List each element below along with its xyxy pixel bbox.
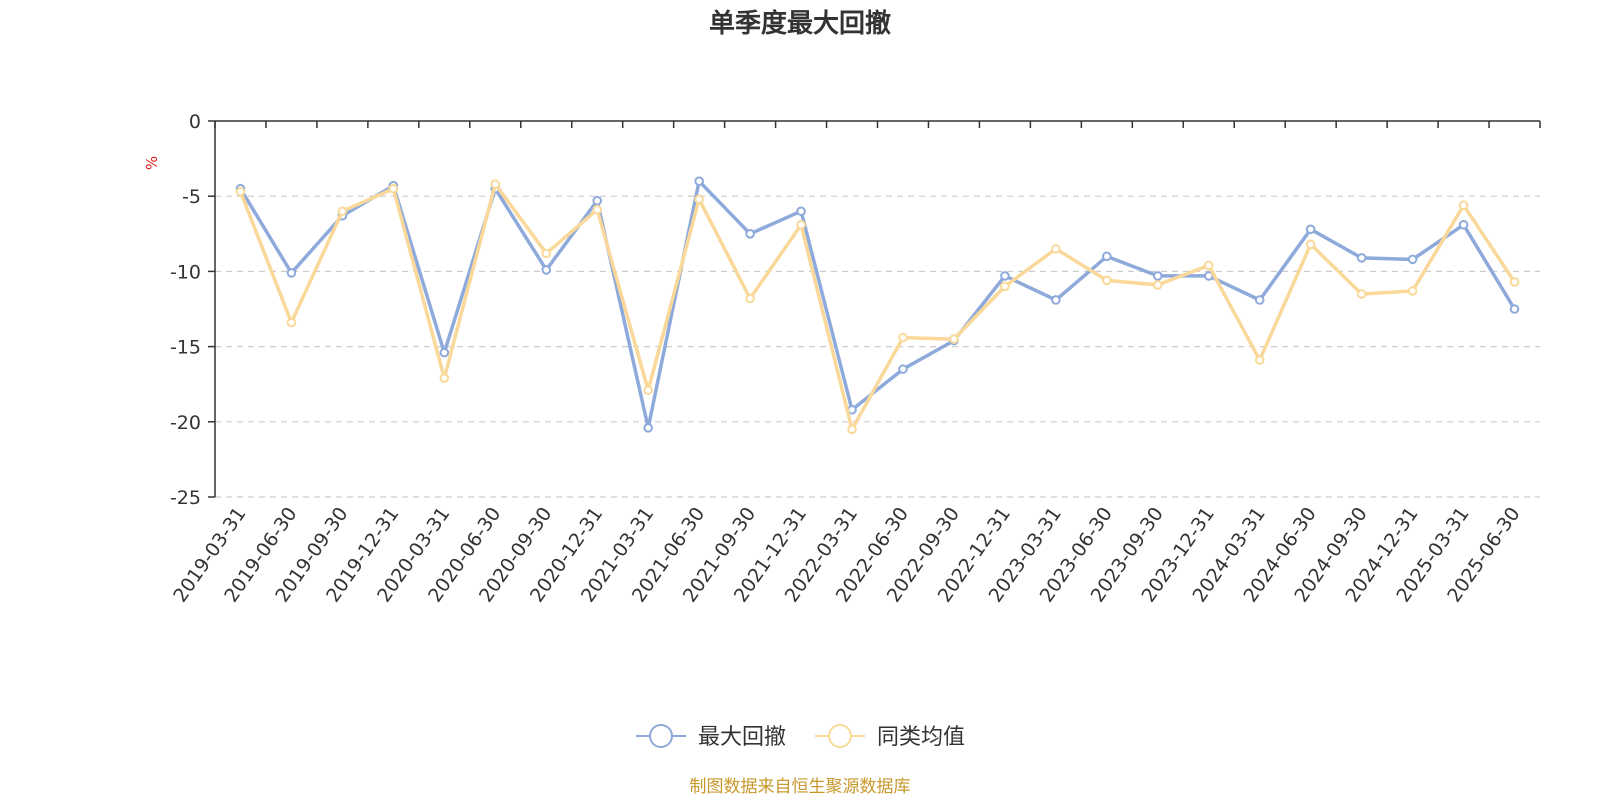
y-tick-label: -20 bbox=[170, 412, 201, 434]
chart-title: 单季度最大回撤 bbox=[709, 8, 891, 39]
legend-label-2: 同类均值 bbox=[877, 725, 965, 750]
series-1-point bbox=[439, 347, 450, 358]
series-layer bbox=[235, 176, 1520, 435]
y-tick-label: -25 bbox=[170, 487, 201, 509]
series-2-point bbox=[694, 194, 704, 205]
series-2-point bbox=[439, 373, 450, 383]
y-unit-label: % bbox=[143, 156, 161, 170]
series-2-point bbox=[1305, 239, 1316, 250]
legend-label-1: 最大回撤 bbox=[698, 725, 786, 750]
series-1-point bbox=[1407, 254, 1418, 265]
series-1-point bbox=[592, 195, 603, 206]
series-2-point bbox=[1407, 286, 1418, 296]
series-1-point bbox=[286, 268, 297, 278]
series-2-point bbox=[1000, 281, 1010, 292]
series-1-point bbox=[1305, 224, 1316, 235]
series-2-point bbox=[796, 219, 806, 230]
axes bbox=[214, 120, 1540, 497]
y-tick-label: -5 bbox=[182, 186, 201, 208]
series-2-point bbox=[643, 385, 653, 396]
series-1-point bbox=[1254, 295, 1265, 305]
series-1-point bbox=[1102, 251, 1112, 262]
series-2-point bbox=[286, 317, 297, 328]
series-2-point bbox=[1102, 275, 1112, 286]
series-2-point bbox=[949, 334, 959, 344]
series-1-point bbox=[898, 364, 908, 374]
y-tick-label: -10 bbox=[170, 261, 201, 283]
grid-lines bbox=[215, 195, 1540, 498]
y-tick-label: 0 bbox=[189, 111, 201, 133]
series-2-point bbox=[1356, 289, 1367, 299]
series-1-point bbox=[1051, 295, 1061, 305]
series-line-1 bbox=[239, 179, 1516, 430]
series-2-point bbox=[1152, 280, 1163, 290]
series-2-point bbox=[235, 186, 246, 197]
series-1-point bbox=[745, 229, 755, 239]
series-1-point bbox=[1458, 219, 1469, 230]
legend-marker-1 bbox=[649, 724, 673, 748]
series-1-point bbox=[694, 176, 704, 186]
y-tick-label: -15 bbox=[170, 337, 201, 359]
series-2-point bbox=[541, 248, 552, 259]
series-1-point bbox=[1152, 271, 1163, 281]
series-2-point bbox=[592, 204, 603, 215]
series-1-point bbox=[541, 265, 552, 275]
series-2-point bbox=[745, 293, 755, 304]
series-1-point bbox=[796, 206, 806, 217]
x-axis-ticks: 2019-03-312019-06-302019-09-302019-12-31… bbox=[169, 121, 1541, 606]
legend-marker-2 bbox=[828, 724, 852, 748]
y-axis-ticks: 0 -5 -10 -15 -20 -25 bbox=[170, 111, 215, 509]
series-2-point bbox=[898, 332, 908, 343]
series-1-point bbox=[1000, 271, 1010, 281]
series-1-point bbox=[643, 423, 653, 433]
series-1-point bbox=[1509, 304, 1520, 314]
series-2-point bbox=[1458, 200, 1469, 211]
series-2-point bbox=[388, 183, 399, 194]
source-note: 制图数据来自恒生聚源数据库 bbox=[690, 777, 911, 797]
series-2-point bbox=[1203, 260, 1214, 271]
series-2-point bbox=[847, 424, 857, 435]
series-2-point bbox=[1254, 355, 1265, 365]
series-2-point bbox=[490, 179, 501, 189]
series-1-point bbox=[1356, 253, 1367, 263]
series-2-point bbox=[337, 206, 348, 217]
series-2-point bbox=[1051, 244, 1061, 254]
series-line-2 bbox=[238, 182, 1516, 432]
series-2-point bbox=[1509, 277, 1520, 287]
legend: 最大回撤 同类均值 bbox=[636, 724, 965, 750]
